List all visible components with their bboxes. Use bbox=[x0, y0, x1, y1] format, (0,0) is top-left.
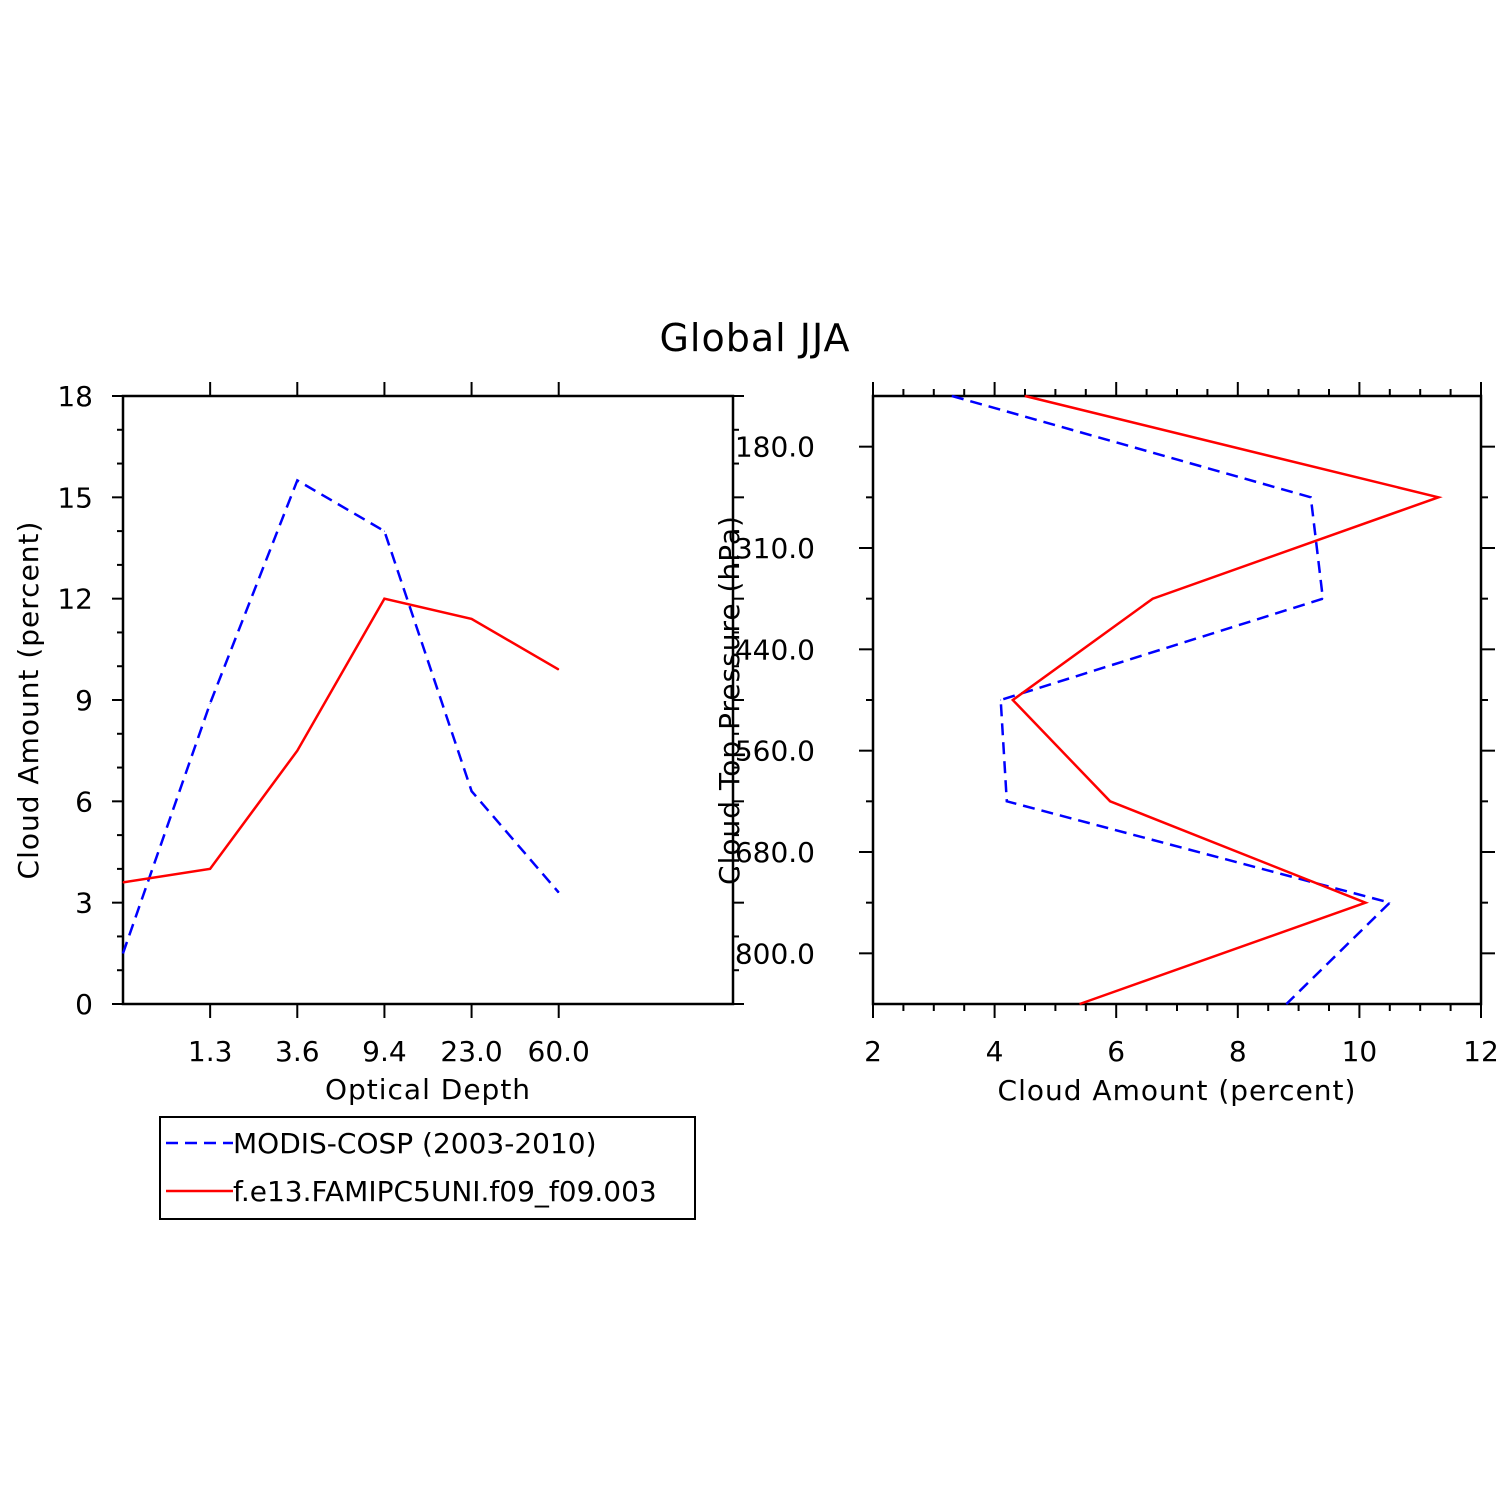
right-model-point-4 bbox=[1109, 800, 1111, 802]
right-y-tick-label: 560.0 bbox=[735, 735, 815, 768]
right-modis-point-0 bbox=[951, 395, 953, 397]
left-plot-frame bbox=[121, 394, 735, 1006]
left-x-tick-label: 3.6 bbox=[275, 1035, 320, 1068]
left-series-model-line bbox=[122, 597, 560, 884]
legend-modis-label: MODIS-COSP (2003-2010) bbox=[233, 1127, 597, 1160]
right-y-tick-label: 680.0 bbox=[735, 836, 815, 869]
left-y-tick-label: 15 bbox=[57, 481, 93, 514]
right-x-tick-label: 8 bbox=[1229, 1035, 1247, 1068]
right-x-axis-label: Cloud Amount (percent) bbox=[998, 1074, 1357, 1107]
left-series-modis-line bbox=[121, 478, 560, 954]
right-modis-point-6 bbox=[1285, 1003, 1287, 1005]
right-y-tick-label: 440.0 bbox=[735, 633, 815, 666]
legend-model-label: f.e13.FAMIPC5UNI.f09_f09.003 bbox=[233, 1175, 657, 1208]
right-modis-point-2 bbox=[1322, 598, 1324, 600]
right-y-axis-label: Cloud Top Pressure (hPa) bbox=[713, 515, 746, 885]
right-x-tick-label: 12 bbox=[1463, 1035, 1499, 1068]
right-model-point-6 bbox=[1079, 1003, 1081, 1005]
right-model-point-5 bbox=[1364, 902, 1366, 904]
right-model-point-3 bbox=[1012, 699, 1014, 701]
left-model-point-3 bbox=[383, 598, 385, 600]
left-modis-point-0 bbox=[122, 952, 124, 954]
legend: MODIS-COSP (2003-2010) f.e13.FAMIPC5UNI.f… bbox=[159, 1116, 696, 1220]
right-series-modis-line bbox=[951, 394, 1393, 1005]
left-y-axis-label: Cloud Amount (percent) bbox=[12, 521, 45, 880]
right-x-tick-label: 2 bbox=[864, 1035, 882, 1068]
left-y-tick-label: 12 bbox=[57, 583, 93, 616]
right-y-tick-label: 310.0 bbox=[735, 532, 815, 565]
left-y-tick-label: 0 bbox=[75, 988, 93, 1021]
left-y-tick-label: 6 bbox=[75, 785, 93, 818]
left-x-tick-label: 1.3 bbox=[188, 1035, 233, 1068]
figure-title: Global JJA bbox=[659, 316, 850, 360]
left-modis-point-5 bbox=[558, 892, 560, 894]
left-model-point-0 bbox=[122, 881, 124, 883]
left-x-tick-label: 60.0 bbox=[528, 1035, 590, 1068]
left-modis-point-3 bbox=[383, 530, 385, 532]
legend-box bbox=[159, 1116, 696, 1220]
left-model-point-5 bbox=[558, 669, 560, 671]
right-panel-cloud-top-pressure: 2 4 6 8 10 12 180.0 310.0 440.0 560.0 680.0 800.0 Cl… bbox=[713, 382, 1499, 1107]
right-x-tick-label: 10 bbox=[1342, 1035, 1378, 1068]
right-plot-frame bbox=[871, 394, 1483, 1006]
left-panel-optical-depth: 0 3 6 9 12 15 18 1.3 3.6 9.4 23.0 60.0 Optical Depth… bbox=[12, 380, 744, 1106]
right-y-tick-label: 180.0 bbox=[735, 431, 815, 464]
left-y-tick-label: 18 bbox=[57, 380, 93, 413]
right-modis-point-5 bbox=[1389, 902, 1391, 904]
left-modis-point-4 bbox=[471, 790, 473, 792]
left-y-tick-label: 3 bbox=[75, 887, 93, 920]
left-model-point-2 bbox=[296, 750, 298, 752]
left-x-axis-label: Optical Depth bbox=[325, 1073, 531, 1106]
left-modis-point-2 bbox=[296, 479, 298, 481]
left-x-tick-label: 9.4 bbox=[362, 1035, 407, 1068]
left-model-point-1 bbox=[209, 868, 211, 870]
left-x-tick-label: 23.0 bbox=[440, 1035, 502, 1068]
right-x-tick-label: 4 bbox=[986, 1035, 1004, 1068]
right-series-model-line bbox=[1010, 394, 1443, 1006]
right-model-point-1 bbox=[1437, 496, 1439, 498]
right-modis-point-3 bbox=[1000, 699, 1002, 701]
right-model-point-2 bbox=[1152, 598, 1154, 600]
right-x-tick-label: 6 bbox=[1107, 1035, 1125, 1068]
right-y-tick-label: 800.0 bbox=[735, 937, 815, 970]
left-modis-point-1 bbox=[209, 702, 211, 704]
right-model-point-0 bbox=[1024, 395, 1026, 397]
right-modis-point-4 bbox=[1006, 800, 1008, 802]
right-modis-point-1 bbox=[1310, 496, 1312, 498]
left-model-point-4 bbox=[471, 618, 473, 620]
left-y-tick-label: 9 bbox=[75, 684, 93, 717]
